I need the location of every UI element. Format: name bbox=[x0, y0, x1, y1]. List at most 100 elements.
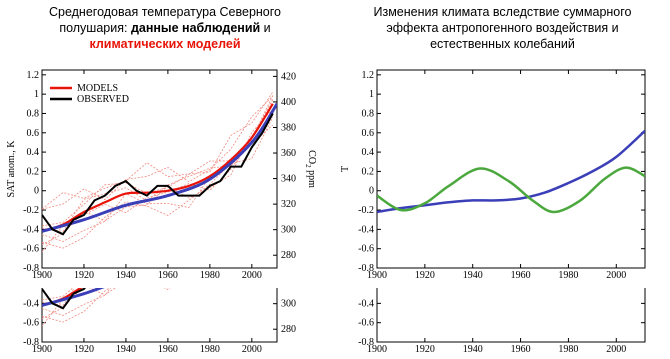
title-right-line2: эффекта антропогенного воздействия и bbox=[386, 21, 619, 35]
right-strip-x-tick-label: 1960 bbox=[511, 344, 531, 355]
right-y-tick-label: 0.6 bbox=[362, 128, 375, 139]
left-y-tick-label: 0 bbox=[34, 186, 39, 197]
left-y2-tick-label: 340 bbox=[281, 174, 296, 185]
left-y-tick-label: 0.4 bbox=[27, 147, 40, 158]
left-y-tick-label: -0.2 bbox=[23, 205, 39, 216]
left-strip-y2-tick-label: 300 bbox=[281, 299, 296, 310]
left-strip-y2-tick-label: 280 bbox=[281, 324, 296, 335]
left-strip-x-tick-label: 2000 bbox=[242, 344, 262, 355]
right-y-tick-label: 0.2 bbox=[362, 166, 375, 177]
left-strip-x-tick-label: 1900 bbox=[32, 344, 52, 355]
right-y-tick-label: 0.8 bbox=[362, 108, 375, 119]
left-x-tick-label: 1980 bbox=[200, 270, 220, 281]
right-strip-y-tick-label: -0.4 bbox=[358, 298, 374, 309]
left-y-tick-label: 0.8 bbox=[27, 108, 40, 119]
left-x-tick-label: 1960 bbox=[158, 270, 178, 281]
left-x-tick-label: 1900 bbox=[32, 270, 52, 281]
right-strip-y-tick-label: -0.2 bbox=[358, 279, 374, 290]
model-ensemble-line bbox=[42, 99, 274, 227]
left-strip-observed-line bbox=[42, 288, 86, 310]
right-trend-line bbox=[377, 129, 645, 214]
title-right-line3: естественных колебаний bbox=[430, 37, 575, 51]
right-strip-x-tick-label: 1940 bbox=[463, 344, 483, 355]
left-y-tick-label: -0.8 bbox=[23, 263, 39, 274]
left-strip-ensemble-line bbox=[42, 288, 75, 306]
left-y2-tick-label: 280 bbox=[281, 250, 296, 261]
left-y2-tick-label: 400 bbox=[281, 97, 296, 108]
title-left-line3: климатических моделей bbox=[89, 37, 241, 51]
left-strip-x-tick-label: 1960 bbox=[158, 344, 178, 355]
right-strip-y-tick-label: -0.6 bbox=[358, 318, 374, 329]
right-y-tick-label: -0.2 bbox=[358, 205, 374, 216]
right-x-tick-label: 1940 bbox=[463, 270, 483, 281]
chart-left: 1900 1920 1940 1960 1980 2000 -0.8 -0.6 -0.4 -0.2… bbox=[6, 69, 317, 281]
right-plot-frame bbox=[376, 69, 646, 269]
right-y-tick-label: 0.4 bbox=[362, 147, 375, 158]
title-left-line2: полушария: данные наблюдений и bbox=[0, 20, 330, 36]
left-y-tick-label: 0.6 bbox=[27, 128, 40, 139]
trend-series-line bbox=[42, 102, 277, 233]
observed-series-line bbox=[42, 113, 274, 236]
model-ensemble-line bbox=[42, 98, 274, 253]
model-ensemble-line bbox=[42, 117, 274, 249]
left-y2-tick-label: 320 bbox=[281, 199, 296, 210]
right-x-tick-label: 1960 bbox=[511, 270, 531, 281]
right-y-axis-label: T bbox=[340, 166, 351, 172]
left-strip-x-tick-label: 1980 bbox=[200, 344, 220, 355]
left-strip-trend-line bbox=[42, 288, 105, 307]
left-y-tick-label: 1 bbox=[34, 89, 39, 100]
right-y-tick-label: 1.2 bbox=[362, 70, 375, 81]
right-oscillation-line bbox=[377, 166, 645, 214]
title-left-line2-a: полушария: bbox=[59, 21, 131, 35]
right-x-tick-label: 1920 bbox=[415, 270, 435, 281]
left-strip-x-tick-label: 1940 bbox=[116, 344, 136, 355]
left-y-tick-label: -0.4 bbox=[23, 224, 39, 235]
left-strip-shift: 1900 1920 1940 1960 1980 2000 -0.8 -0.6 -0.4 -0.2… bbox=[23, 166, 296, 355]
right-y-tick-label: 0 bbox=[369, 186, 374, 197]
models-series-line bbox=[42, 103, 274, 233]
left-strip-x-tick-label: 1920 bbox=[74, 344, 94, 355]
title-left-line1: Среднегодовая температура Северного bbox=[48, 5, 281, 19]
left-strip-ensemble-line bbox=[42, 166, 273, 283]
left-x-tick-label: 2000 bbox=[242, 270, 262, 281]
legend-label-models: MODELS bbox=[77, 83, 118, 94]
left-strip-y-tick-label: -0.2 bbox=[23, 279, 39, 290]
right-cropped-strip: 1900 1920 1940 1960 1980 2000 -0.8 -0.6 -0.4 -0.2… bbox=[358, 279, 646, 355]
left-y2-tick-label: 360 bbox=[281, 148, 296, 159]
left-y2-tick-label: 420 bbox=[281, 71, 296, 82]
model-ensemble-line bbox=[42, 91, 274, 210]
left-strip-y-tick-label: -0.4 bbox=[23, 298, 39, 309]
right-y-tick-label: -0.4 bbox=[358, 224, 374, 235]
left-cropped-strip: 1900 1920 1940 1960 1980 2000 -0.8 -0.6 -0.4 -0.2… bbox=[23, 166, 296, 355]
right-y-tick-label: -0.8 bbox=[358, 263, 374, 274]
right-strip-x-tick-label: 1980 bbox=[558, 344, 578, 355]
right-strip-plot-frame bbox=[376, 288, 646, 343]
left-strip-y-tick-label: -0.6 bbox=[23, 318, 39, 329]
right-x-tick-label: 2000 bbox=[606, 270, 626, 281]
right-y-tick-label: -0.6 bbox=[358, 244, 374, 255]
left-strip-plot-frame bbox=[41, 288, 278, 343]
right-strip-x-tick-label: 1900 bbox=[367, 344, 387, 355]
chart-title-left: Среднегодовая температура Северного полу… bbox=[0, 4, 330, 52]
title-right-line1: Изменения климата вследствие суммарного bbox=[373, 5, 632, 19]
title-left-line2-b: данные наблюдений bbox=[130, 21, 261, 35]
right-x-tick-label: 1900 bbox=[367, 270, 387, 281]
right-strip-x-tick-label: 2000 bbox=[606, 344, 626, 355]
left-y-tick-label: 0.2 bbox=[27, 166, 40, 177]
left-y2-tick-label: 380 bbox=[281, 122, 296, 133]
right-strip-x-tick-label: 1920 bbox=[415, 344, 435, 355]
chart-title-right: Изменения климата вследствие суммарного … bbox=[335, 4, 670, 52]
right-strip-shift: 1900 1920 1940 1960 1980 2000 -0.8 -0.6 -0.4 -0.2… bbox=[358, 279, 646, 355]
right-plot-area bbox=[377, 129, 645, 214]
left-plot-frame bbox=[41, 69, 278, 269]
model-ensemble-line bbox=[42, 108, 274, 245]
title-left-line2-c: и bbox=[260, 21, 271, 35]
left-y-tick-label: 1.2 bbox=[27, 70, 40, 81]
model-ensemble-line bbox=[42, 124, 274, 242]
chart-right: 1900 1920 1940 1960 1980 2000 -0.8 -0.6 -0.4 -0.2… bbox=[340, 69, 646, 281]
left-strip-y2-tick-label: 320 bbox=[281, 273, 296, 284]
left-strip-plot bbox=[42, 166, 273, 327]
left-plot-area bbox=[42, 91, 277, 253]
